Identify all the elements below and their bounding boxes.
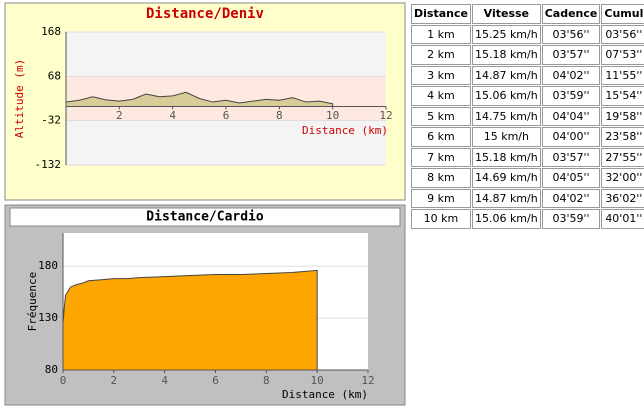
cell: 23'58'' <box>601 127 644 147</box>
row: 3 km 14.87 km/h 04'02'' 11'55'' <box>411 65 644 85</box>
x-tick-label: 8 <box>263 374 270 387</box>
cell: 03'57'' <box>541 45 601 65</box>
cell: 6 km <box>411 127 471 147</box>
x-tick-label: 10 <box>311 374 324 387</box>
y-tick-label: 180 <box>38 259 58 272</box>
x-tick-label: 2 <box>116 109 123 122</box>
x-tick-label: 2 <box>111 374 118 387</box>
row: 4 km 15.06 km/h 03'59'' 15'54'' <box>411 86 644 106</box>
cell: 03'59'' <box>541 86 601 106</box>
x-tick-label: 6 <box>212 374 219 387</box>
cell: 19'58'' <box>601 106 644 126</box>
cell: 3 km <box>411 65 471 85</box>
row: 9 km 14.87 km/h 04'02'' 36'02'' <box>411 188 644 208</box>
row: 5 km 14.75 km/h 04'04'' 19'58'' <box>411 106 644 126</box>
title-box <box>9 207 401 227</box>
split-table: Distance Vitesse Cadence Cumul 1 km 15.25 km/… <box>410 3 644 230</box>
cell: 15.25 km/h <box>471 24 541 44</box>
cell: 36'02'' <box>601 188 644 208</box>
header-cell: Vitesse <box>471 4 541 24</box>
y-tick-label: 80 <box>45 363 58 376</box>
x-tick-label: 4 <box>161 374 168 387</box>
y-tick-label: 168 <box>41 25 61 38</box>
cell: 2 km <box>411 45 471 65</box>
y-tick-label: -132 <box>35 158 62 171</box>
cell: 04'02'' <box>541 188 601 208</box>
cell: 03'56'' <box>541 24 601 44</box>
cell: 04'02'' <box>541 65 601 85</box>
area <box>62 269 318 371</box>
cell: 8 km <box>411 168 471 188</box>
cell: 15 km/h <box>471 127 541 147</box>
cell: 4 km <box>411 86 471 106</box>
x-axis-label: Distance (km) <box>282 388 368 401</box>
cell: 1 km <box>411 24 471 44</box>
header-cell: Cadence <box>541 4 601 24</box>
chart-title: Distance/Cardio <box>146 210 264 225</box>
row: 6 km 15 km/h 04'00'' 23'58'' <box>411 127 644 147</box>
row: 7 km 15.18 km/h 03'57'' 27'55'' <box>411 147 644 167</box>
y-axis-label: Altitude (m) <box>13 59 26 138</box>
cell: 04'00'' <box>541 127 601 147</box>
row: 10 km 15.06 km/h 03'59'' 40'01'' <box>411 209 644 229</box>
cell: 15.18 km/h <box>471 147 541 167</box>
cell: 14.87 km/h <box>471 188 541 208</box>
area <box>65 91 334 107</box>
cell: 32'00'' <box>601 168 644 188</box>
header-cell: Distance <box>411 4 471 24</box>
cell: 03'56'' <box>601 24 644 44</box>
cell: 03'57'' <box>541 147 601 167</box>
y-tick-label: 130 <box>38 311 58 324</box>
cell: 04'04'' <box>541 106 601 126</box>
cell: 27'55'' <box>601 147 644 167</box>
x-tick-label: 12 <box>379 109 392 122</box>
cell: 14.75 km/h <box>471 106 541 126</box>
cell: 11'55'' <box>601 65 644 85</box>
x-axis-label: Distance (km) <box>302 124 388 137</box>
x-tick-label: 0 <box>60 374 67 387</box>
cell: 15.06 km/h <box>471 86 541 106</box>
cell: 5 km <box>411 106 471 126</box>
cell: 40'01'' <box>601 209 644 229</box>
cell: 7 km <box>411 147 471 167</box>
cell: 9 km <box>411 188 471 208</box>
y-tick-label: -32 <box>41 114 61 127</box>
row: 1 km 15.25 km/h 03'56'' 03'56'' <box>411 24 644 44</box>
row: 2 km 15.18 km/h 03'57'' 07'53'' <box>411 45 644 65</box>
cell: 03'59'' <box>541 209 601 229</box>
cell: 07'53'' <box>601 45 644 65</box>
cell: 15'54'' <box>601 86 644 106</box>
cell: 10 km <box>411 209 471 229</box>
y-tick-label: 68 <box>48 69 61 82</box>
cell: 14.69 km/h <box>471 168 541 188</box>
x-tick-label: 10 <box>326 109 339 122</box>
x-tick-label: 4 <box>169 109 176 122</box>
header-row: Distance Vitesse Cadence Cumul <box>411 4 644 24</box>
x-tick-label: 12 <box>361 374 374 387</box>
band <box>66 76 386 121</box>
y-axis-label: Fréquence <box>26 272 39 332</box>
cell: 15.18 km/h <box>471 45 541 65</box>
cell: 04'05'' <box>541 168 601 188</box>
chart-title: Distance/Deniv <box>146 6 264 22</box>
cell: 15.06 km/h <box>471 209 541 229</box>
x-tick-label: 8 <box>276 109 283 122</box>
row: 8 km 14.69 km/h 04'05'' 32'00'' <box>411 168 644 188</box>
cell: 14.87 km/h <box>471 65 541 85</box>
header-cell: Cumul <box>601 4 644 24</box>
x-tick-label: 6 <box>223 109 230 122</box>
